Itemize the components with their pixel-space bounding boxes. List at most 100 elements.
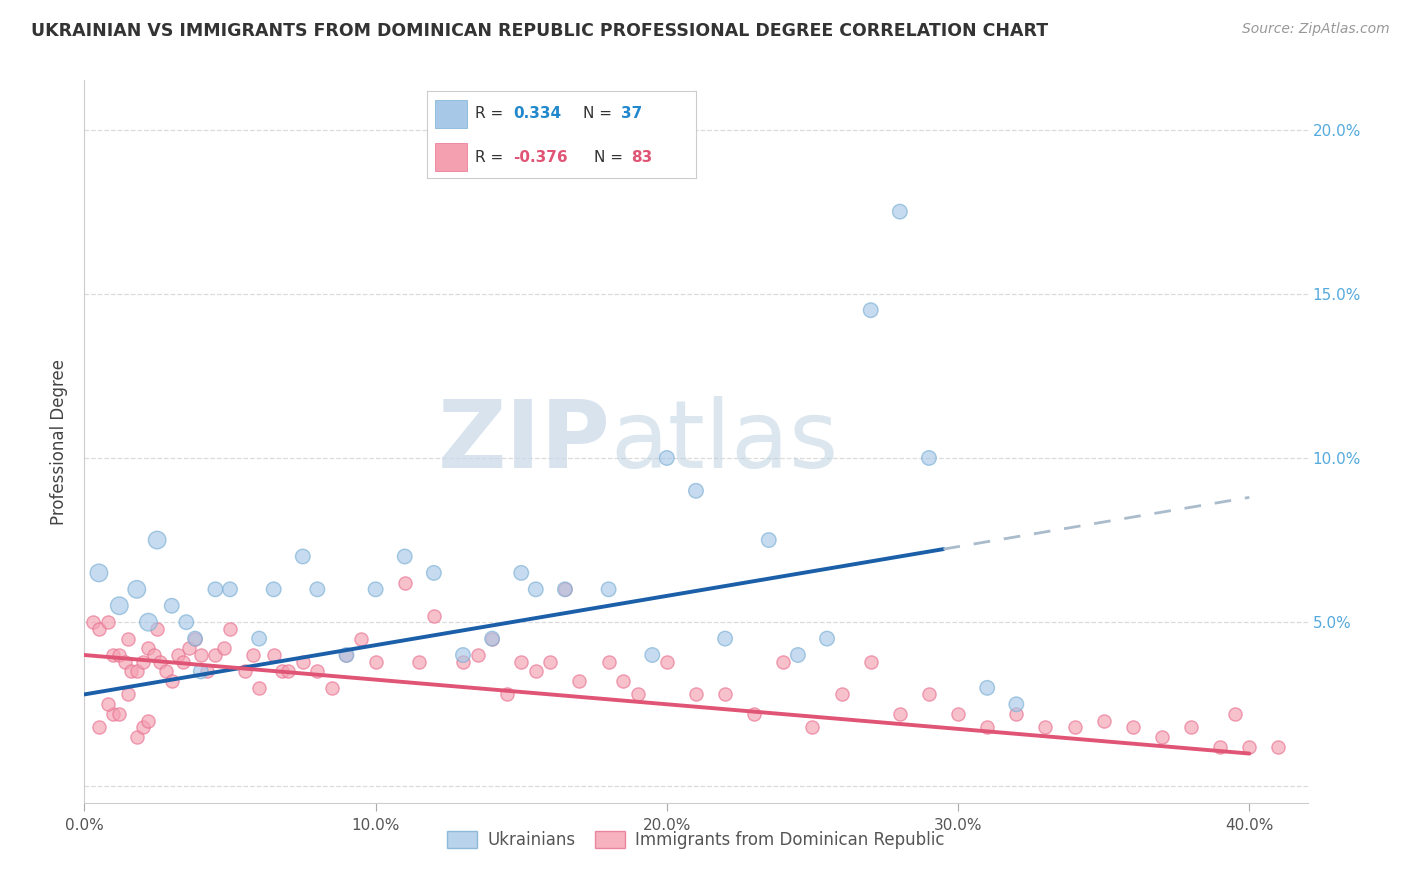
Point <box>335 648 357 662</box>
Point <box>742 707 765 722</box>
Point <box>195 665 218 679</box>
Point <box>247 681 270 695</box>
Text: atlas: atlas <box>610 395 838 488</box>
Point <box>143 648 166 662</box>
Point <box>758 533 780 547</box>
Point <box>598 655 620 669</box>
Point <box>138 641 160 656</box>
Point <box>467 648 489 662</box>
Point <box>772 655 794 669</box>
Point <box>125 582 148 597</box>
Point <box>1005 698 1028 712</box>
Point <box>82 615 104 630</box>
Point <box>1122 720 1144 734</box>
Point <box>350 632 373 646</box>
Point <box>801 720 824 734</box>
Point <box>103 707 125 722</box>
Point <box>117 687 139 701</box>
Point <box>212 641 235 656</box>
Point <box>131 655 153 669</box>
Point <box>918 450 941 465</box>
Point <box>889 204 911 219</box>
Point <box>510 566 533 580</box>
Point <box>97 698 120 712</box>
Point <box>277 665 299 679</box>
Text: ZIP: ZIP <box>437 395 610 488</box>
Point <box>889 707 911 722</box>
Point <box>423 566 446 580</box>
Point <box>117 632 139 646</box>
Point <box>108 599 131 613</box>
Point <box>1223 707 1246 722</box>
Point <box>184 632 207 646</box>
Point <box>451 655 474 669</box>
Point <box>114 655 136 669</box>
Point <box>87 622 110 636</box>
Point <box>510 655 533 669</box>
Point <box>174 615 197 630</box>
Point <box>976 681 998 695</box>
Point <box>524 665 547 679</box>
Point <box>307 665 329 679</box>
Point <box>190 648 212 662</box>
Point <box>859 655 882 669</box>
Point <box>125 665 148 679</box>
Point <box>598 582 620 597</box>
Text: UKRAINIAN VS IMMIGRANTS FROM DOMINICAN REPUBLIC PROFESSIONAL DEGREE CORRELATION : UKRAINIAN VS IMMIGRANTS FROM DOMINICAN R… <box>31 22 1047 40</box>
Point <box>138 714 160 728</box>
Point <box>160 599 183 613</box>
Point <box>627 687 650 701</box>
Point <box>172 655 194 669</box>
Point <box>655 655 678 669</box>
Point <box>1092 714 1115 728</box>
Point <box>125 730 148 744</box>
Point <box>1239 739 1261 754</box>
Point <box>481 632 503 646</box>
Point <box>1063 720 1085 734</box>
Point <box>263 582 285 597</box>
Point <box>335 648 357 662</box>
Point <box>97 615 120 630</box>
Point <box>714 687 737 701</box>
Point <box>612 674 634 689</box>
Point <box>160 674 183 689</box>
Point <box>219 582 242 597</box>
Point <box>1035 720 1057 734</box>
Point <box>451 648 474 662</box>
Point <box>120 665 142 679</box>
Point <box>685 687 707 701</box>
Point <box>263 648 285 662</box>
Point <box>554 582 576 597</box>
Point <box>204 648 226 662</box>
Point <box>204 582 226 597</box>
Point <box>394 549 416 564</box>
Point <box>408 655 430 669</box>
Point <box>946 707 969 722</box>
Point <box>1150 730 1173 744</box>
Text: Source: ZipAtlas.com: Source: ZipAtlas.com <box>1241 22 1389 37</box>
Point <box>146 622 169 636</box>
Point <box>131 720 153 734</box>
Point <box>87 566 110 580</box>
Point <box>219 622 242 636</box>
Point <box>568 674 591 689</box>
Point <box>242 648 264 662</box>
Point <box>423 608 446 623</box>
Legend: Ukrainians, Immigrants from Dominican Republic: Ukrainians, Immigrants from Dominican Re… <box>440 824 952 856</box>
Point <box>859 303 882 318</box>
Point <box>714 632 737 646</box>
Point <box>138 615 160 630</box>
Point <box>524 582 547 597</box>
Point <box>155 665 177 679</box>
Point <box>815 632 838 646</box>
Point <box>918 687 941 701</box>
Point <box>495 687 517 701</box>
Point <box>87 720 110 734</box>
Point <box>233 665 256 679</box>
Point <box>1005 707 1028 722</box>
Point <box>184 632 207 646</box>
Point <box>1209 739 1232 754</box>
Point <box>364 582 387 597</box>
Point <box>146 533 169 547</box>
Point <box>394 575 416 590</box>
